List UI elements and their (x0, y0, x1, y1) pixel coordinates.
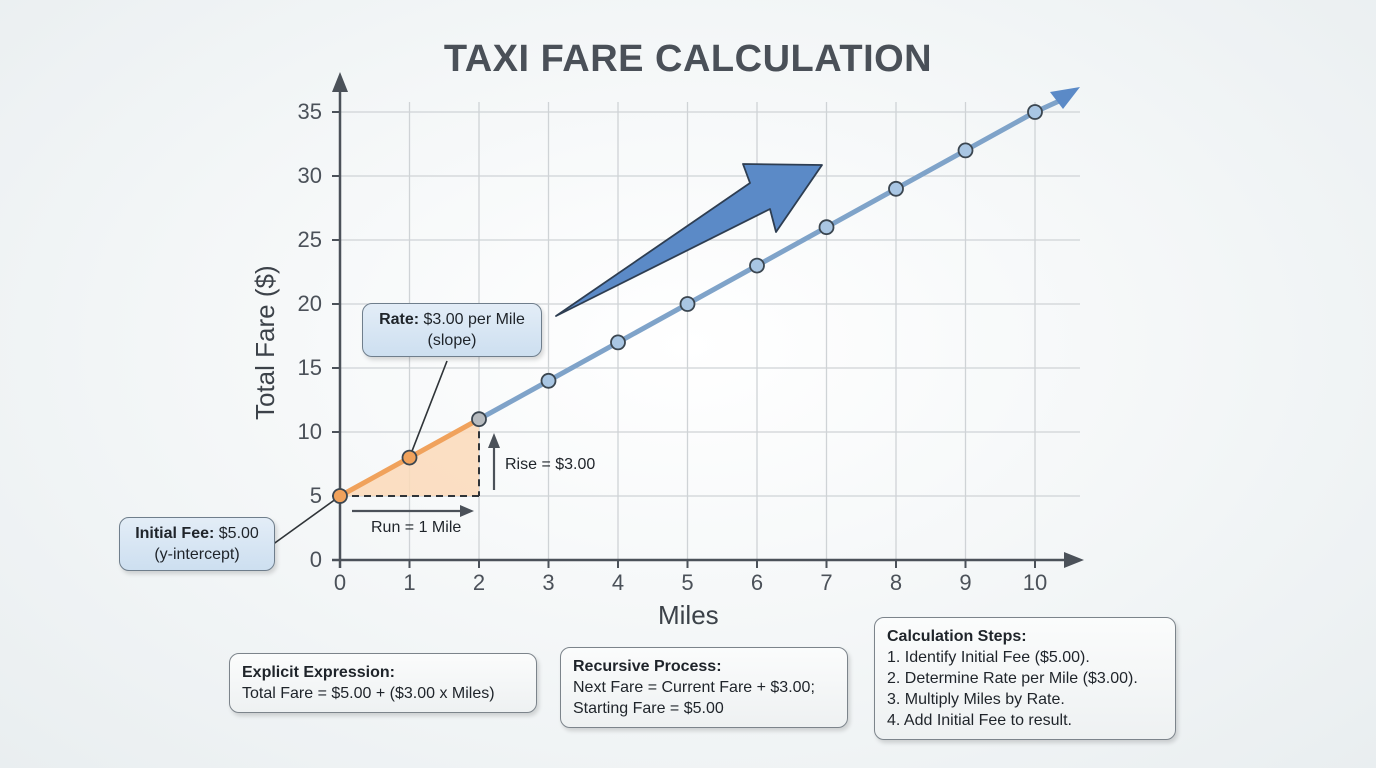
y-axis-label: Total Fare ($) (250, 265, 280, 420)
rise-arrow-icon (488, 433, 500, 448)
y-tick-label: 25 (297, 227, 322, 252)
recursive-line-2: Starting Fare = $5.00 (573, 700, 724, 717)
data-point (540, 372, 557, 389)
run-annotation: Run = 1 Mile (371, 519, 462, 536)
series-arrow-icon (1050, 87, 1080, 109)
x-tick-label: 1 (403, 570, 416, 595)
rate-callout: Rate: $3.00 per Mile (slope) (362, 303, 542, 357)
steps-heading: Calculation Steps: (887, 628, 1027, 645)
x-tick-label: 10 (1022, 570, 1048, 595)
rate-sub: (slope) (427, 332, 477, 349)
step-1: 1. Identify Initial Fee ($5.00). (887, 649, 1090, 666)
x-tick-label: 3 (542, 570, 555, 595)
run-arrow-icon (460, 505, 474, 517)
y-tick-label: 10 (297, 419, 322, 444)
step-3: 3. Multiply Miles by Rate. (887, 691, 1065, 708)
y-tick-label: 30 (297, 163, 322, 188)
data-point (332, 488, 348, 504)
rate-label: Rate: (379, 311, 420, 328)
data-point (749, 257, 765, 274)
y-tick-label: 20 (297, 291, 322, 316)
y-tick-label: 15 (297, 355, 322, 380)
data-point (957, 142, 974, 159)
data-point (1027, 104, 1043, 120)
axes (332, 72, 1084, 568)
data-points (332, 104, 1043, 504)
explicit-heading: Explicit Expression: (242, 664, 395, 681)
trend-arrow-icon (555, 163, 823, 317)
trend-arrow-shape (555, 163, 823, 317)
x-tick-label: 7 (820, 570, 833, 595)
x-axis-label: Miles (658, 600, 719, 630)
data-point (679, 296, 696, 312)
x-tick-label: 5 (681, 570, 694, 595)
data-point (610, 334, 626, 351)
y-tick-label: 35 (297, 99, 322, 124)
initial-fee-sub: (y-intercept) (154, 546, 240, 563)
rise-run-triangle (340, 419, 500, 517)
calculation-steps-box: Calculation Steps: 1. Identify Initial F… (874, 617, 1176, 740)
recursive-line-1: Next Fare = Current Fare + $3.00; (573, 679, 815, 696)
x-tick-label: 6 (750, 570, 764, 595)
y-axis-arrow-icon (332, 72, 348, 92)
x-tick-label: 4 (611, 570, 625, 595)
initial-fee-callout: Initial Fee: $5.00 (y-intercept) (119, 517, 275, 571)
x-tick-label: 0 (333, 570, 347, 595)
rise-annotation: Rise = $3.00 (505, 456, 596, 473)
recursive-heading: Recursive Process: (573, 658, 722, 675)
initial-fee-value: $5.00 (218, 525, 259, 542)
chart-title: TAXI FARE CALCULATION (443, 38, 933, 80)
recursive-process-box: Recursive Process: Next Fare = Current F… (560, 647, 848, 728)
rate-value: $3.00 per Mile (423, 311, 525, 328)
data-point (401, 449, 418, 466)
y-tick-label: 5 (309, 483, 322, 508)
initial-fee-leader (271, 495, 341, 546)
y-tick-label: 0 (309, 547, 322, 572)
rate-leader (408, 360, 448, 458)
step-4: 4. Add Initial Fee to result. (887, 712, 1072, 729)
callout-leader-lines (271, 360, 448, 546)
x-axis-arrow-icon (1064, 552, 1084, 568)
data-point (888, 180, 904, 197)
data-point (471, 411, 487, 428)
data-point (818, 219, 835, 236)
x-tick-label: 8 (889, 570, 903, 595)
explicit-expression-box: Explicit Expression: Total Fare = $5.00 … (229, 653, 537, 713)
x-tick-label: 9 (959, 570, 972, 595)
explicit-line: Total Fare = $5.00 + ($3.00 x Miles) (242, 685, 495, 702)
x-tick-label: 2 (472, 570, 486, 595)
initial-fee-label: Initial Fee: (135, 525, 215, 542)
step-2: 2. Determine Rate per Mile ($3.00). (887, 670, 1138, 687)
